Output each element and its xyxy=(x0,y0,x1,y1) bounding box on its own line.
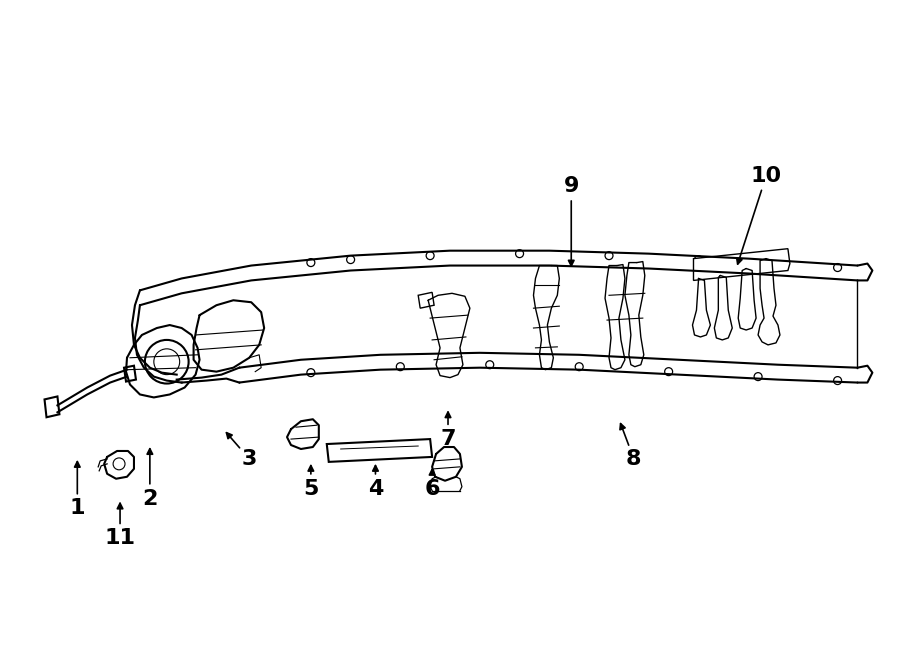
Polygon shape xyxy=(418,292,434,308)
Text: 5: 5 xyxy=(303,479,319,498)
Text: 8: 8 xyxy=(626,449,642,469)
Text: 11: 11 xyxy=(104,528,136,548)
Text: 1: 1 xyxy=(69,498,86,518)
Text: 3: 3 xyxy=(241,449,256,469)
Text: 10: 10 xyxy=(751,167,781,186)
Polygon shape xyxy=(694,249,790,280)
Text: 2: 2 xyxy=(142,488,157,508)
Text: 7: 7 xyxy=(440,429,455,449)
Polygon shape xyxy=(327,439,432,462)
Polygon shape xyxy=(44,397,59,417)
Polygon shape xyxy=(124,366,136,381)
Text: 9: 9 xyxy=(563,176,579,196)
Text: 6: 6 xyxy=(425,479,440,498)
Text: 4: 4 xyxy=(368,479,383,498)
